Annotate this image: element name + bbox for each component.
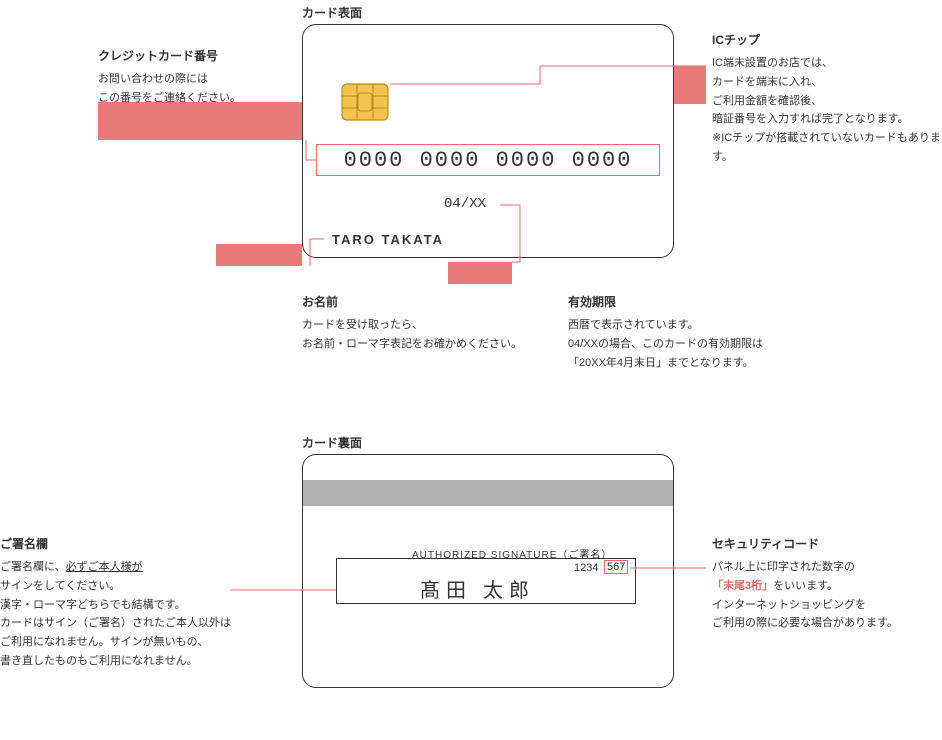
label-signature: ご署名欄 ご署名欄に、必ずご本人様がサインをしてください。漢字・ローマ字どちらで… xyxy=(0,534,240,671)
label-security-body: パネル上に印字された数字の「末尾3桁」をいいます。インターネットショッピングをご… xyxy=(712,561,898,629)
label-security: セキュリティコード パネル上に印字された数字の「末尾3桁」をいいます。インターネ… xyxy=(712,534,898,633)
diagram-canvas: カード表面 0000 0000 0000 0000 04/XX TARO TAK… xyxy=(0,0,942,740)
label-security-title: セキュリティコード xyxy=(712,534,898,554)
label-signature-body: ご署名欄に、必ずご本人様がサインをしてください。漢字・ローマ字どちらでも結構です… xyxy=(0,561,231,666)
label-signature-title: ご署名欄 xyxy=(0,534,240,554)
